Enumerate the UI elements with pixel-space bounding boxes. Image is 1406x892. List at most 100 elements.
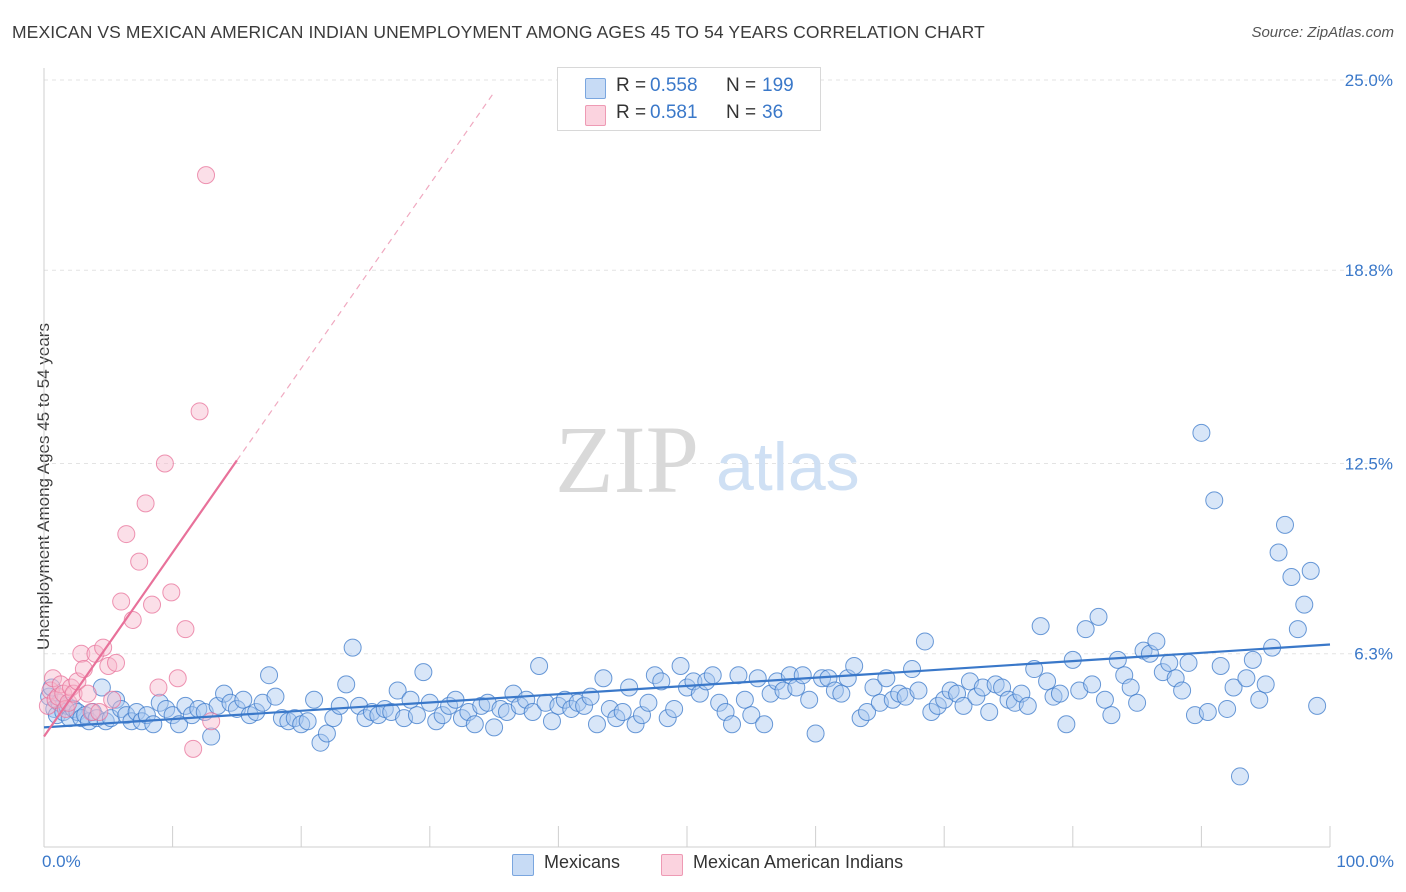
legend-r-label: R = bbox=[616, 75, 647, 96]
indian-point bbox=[184, 739, 203, 758]
y-tick-label: 25.0% bbox=[1345, 71, 1393, 90]
gridlines bbox=[44, 79, 1392, 655]
indians-trend-extension bbox=[236, 91, 495, 461]
mexicans-point bbox=[317, 724, 336, 743]
mexicans-point bbox=[710, 693, 729, 712]
bottom-legend-swatch-indians bbox=[661, 854, 683, 876]
mexicans-point bbox=[1050, 684, 1069, 703]
source-credit: Source: ZipAtlas.com bbox=[1251, 24, 1394, 41]
mexicans-point bbox=[671, 656, 690, 675]
legend-r-label: R = bbox=[616, 102, 647, 123]
y-tick-label: 12.5% bbox=[1345, 455, 1393, 474]
mexicans-point bbox=[305, 690, 324, 709]
mexicans-point bbox=[1089, 607, 1108, 626]
mexicans-point bbox=[523, 703, 542, 722]
indian-point bbox=[136, 494, 155, 513]
mexicans-point bbox=[1205, 491, 1224, 510]
legend-r-value: 0.558 bbox=[650, 75, 698, 96]
mexicans-point bbox=[845, 656, 864, 675]
indian-point bbox=[143, 595, 162, 614]
mexicans-point bbox=[1179, 653, 1198, 672]
mexicans-point bbox=[575, 696, 594, 715]
indian-point bbox=[90, 703, 109, 722]
mexicans-point bbox=[594, 669, 613, 688]
mexicans-point bbox=[1102, 706, 1121, 725]
watermark-atlas: atlas bbox=[716, 429, 860, 505]
x-tick-label-max: 100.0% bbox=[1336, 852, 1394, 871]
mexicans-point bbox=[742, 706, 761, 725]
mexicans-point bbox=[144, 715, 163, 734]
indians-trend-line bbox=[43, 459, 238, 738]
indian-point bbox=[176, 620, 195, 639]
mexicans-point bbox=[234, 690, 253, 709]
mexicans-point bbox=[1256, 675, 1275, 694]
indian-point bbox=[78, 684, 97, 703]
mexicans-point bbox=[1095, 690, 1114, 709]
mexicans-point bbox=[311, 733, 330, 752]
legend-r-value: 0.581 bbox=[650, 102, 698, 123]
mexicans-point bbox=[1083, 675, 1102, 694]
mexicans-point bbox=[414, 663, 433, 682]
mexicans-point bbox=[620, 678, 639, 697]
mexicans-point bbox=[465, 715, 484, 734]
indian-point bbox=[94, 638, 113, 657]
mexicans-point bbox=[1038, 672, 1057, 691]
mexicans-point bbox=[343, 638, 362, 657]
indian-point bbox=[162, 583, 181, 602]
x-tick-label-min: 0.0% bbox=[42, 852, 81, 871]
mexicans-point bbox=[433, 706, 452, 725]
bottom-legend-label-mexicans: Mexicans bbox=[544, 852, 621, 872]
mexicans-point bbox=[587, 715, 606, 734]
mexicans-point bbox=[1230, 767, 1249, 786]
mexicans-point bbox=[735, 690, 754, 709]
mexicans-point bbox=[1282, 568, 1301, 587]
trend-lines bbox=[43, 91, 1331, 738]
mexicans-point bbox=[806, 724, 825, 743]
mexicans-point bbox=[170, 715, 189, 734]
indian-point bbox=[149, 678, 168, 697]
chart-title: MEXICAN VS MEXICAN AMERICAN INDIAN UNEMP… bbox=[12, 22, 985, 42]
legend-n-value: 199 bbox=[762, 75, 794, 96]
indian-point bbox=[190, 402, 209, 421]
indian-point bbox=[107, 653, 126, 672]
indian-point bbox=[82, 703, 101, 722]
mexicans-point bbox=[1076, 620, 1095, 639]
indian-point bbox=[117, 525, 136, 544]
mexicans-point bbox=[652, 672, 671, 691]
mexicans-point bbox=[954, 696, 973, 715]
mexicans-point bbox=[626, 715, 645, 734]
indian-point bbox=[72, 644, 91, 663]
mexicans-point bbox=[1057, 715, 1076, 734]
mexicans-point bbox=[485, 718, 504, 737]
mexicans-point bbox=[401, 690, 420, 709]
mexicans-point bbox=[800, 690, 819, 709]
mexicans-point bbox=[337, 675, 356, 694]
mexicans-point bbox=[260, 666, 279, 685]
mexicans-point bbox=[247, 703, 266, 722]
legend-swatch-indians bbox=[585, 105, 606, 126]
indian-point bbox=[155, 454, 174, 473]
mexicans-point bbox=[1275, 515, 1294, 534]
legend-swatch-mexicans bbox=[585, 78, 606, 99]
mexicans-point bbox=[1250, 690, 1269, 709]
mexicans-point bbox=[793, 666, 812, 685]
mexicans-point bbox=[1308, 696, 1327, 715]
mexicans-point bbox=[542, 712, 561, 731]
legend-n-value: 36 bbox=[762, 102, 784, 123]
mexicans-point bbox=[1128, 693, 1147, 712]
mexicans-point bbox=[903, 660, 922, 679]
legend-n-label: N = bbox=[726, 75, 757, 96]
mexicans-point bbox=[1018, 696, 1037, 715]
correlation-legend: R = 0.558 N = 199 R = 0.581 N = 36 bbox=[557, 67, 821, 131]
tick-labels: 6.3% 12.5% 18.8% 25.0% bbox=[1345, 71, 1393, 664]
mexicans-point bbox=[1198, 703, 1217, 722]
mexicans-point bbox=[1288, 620, 1307, 639]
bottom-legend-swatch-mexicans bbox=[512, 854, 534, 876]
mexicans-point bbox=[748, 669, 767, 688]
mexicans-point bbox=[1147, 632, 1166, 651]
mexicans-point bbox=[1160, 653, 1179, 672]
mexicans-point bbox=[658, 709, 677, 728]
mexicans-point bbox=[755, 715, 774, 734]
mexicans-point bbox=[665, 699, 684, 718]
